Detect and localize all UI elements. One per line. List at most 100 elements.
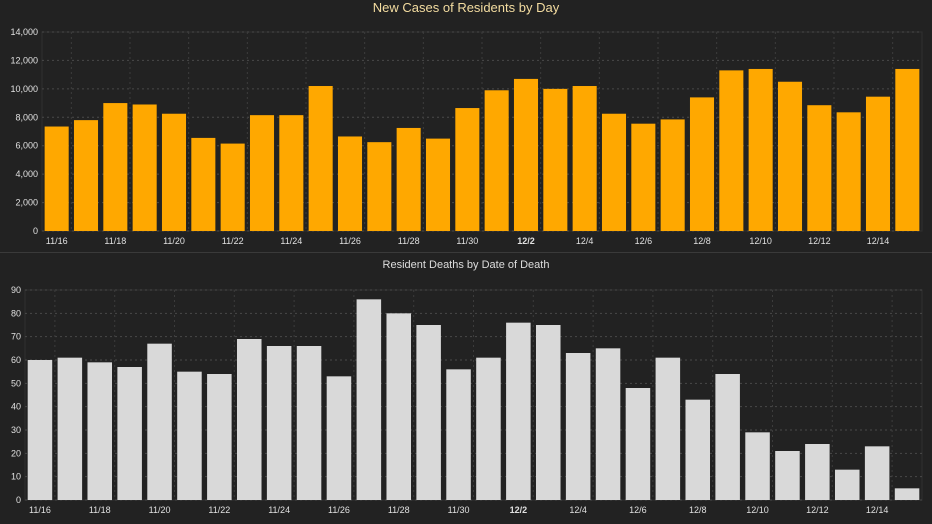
y-tick-label: 8,000 (15, 112, 38, 122)
cases-bar-chart: 0 2,000 4,000 6,000 8,000 10,000 12,000 14,000 1… (10, 27, 923, 246)
x-tick-label: 11/24 (280, 236, 302, 246)
bar-11-18[interactable] (103, 103, 128, 231)
bar-12-7[interactable] (660, 119, 685, 231)
bar-11-22[interactable] (220, 143, 245, 231)
bar-11-18[interactable] (87, 362, 113, 500)
bar-12-15[interactable] (894, 488, 920, 500)
bar-12-3[interactable] (535, 325, 561, 500)
cases-chart-title: New Cases of Residents by Day (372, 0, 560, 15)
x-tick-label: 11/28 (388, 505, 410, 515)
x-tick-label: 11/18 (104, 236, 126, 246)
x-tick-label: 12/8 (693, 236, 711, 246)
x-tick-label: 12/10 (749, 236, 772, 246)
bar-12-6[interactable] (625, 388, 651, 500)
bar-11-26[interactable] (337, 136, 363, 231)
bar-12-11[interactable] (775, 451, 800, 500)
bar-11-22[interactable] (207, 374, 232, 500)
bar-11-30[interactable] (455, 108, 480, 231)
bar-12-11[interactable] (777, 81, 803, 231)
bar-11-20[interactable] (161, 113, 187, 231)
bar-11-17[interactable] (57, 357, 83, 500)
x-tick-label: 12/8 (689, 505, 707, 515)
bar-12-13[interactable] (836, 112, 861, 231)
bar-12-3[interactable] (543, 88, 568, 231)
x-tick-label: 11/16 (46, 236, 68, 246)
bar-11-28[interactable] (386, 313, 412, 500)
bar-12-9[interactable] (719, 70, 744, 231)
bar-12-10[interactable] (745, 432, 770, 500)
y-tick-label: 10 (11, 472, 21, 482)
x-tick-label: 12/4 (569, 505, 587, 515)
bar-11-30[interactable] (446, 369, 471, 500)
x-tick-label: 11/22 (208, 505, 230, 515)
x-tick-label: 12/12 (806, 505, 829, 515)
bar-11-20[interactable] (147, 343, 172, 500)
y-tick-label: 0 (33, 226, 38, 236)
bar-12-6[interactable] (631, 123, 656, 231)
bar-12-2[interactable] (513, 78, 539, 232)
bar-11-29[interactable] (425, 138, 451, 231)
y-tick-label: 12,000 (10, 55, 38, 65)
bar-11-25[interactable] (308, 86, 333, 231)
bar-11-27[interactable] (367, 142, 392, 231)
bar-12-13[interactable] (834, 469, 860, 500)
y-tick-label: 14,000 (10, 27, 38, 37)
x-tick-label: 11/16 (29, 505, 51, 515)
bar-12-5[interactable] (601, 113, 627, 231)
y-tick-label: 80 (11, 308, 21, 318)
y-tick-label: 60 (11, 355, 21, 365)
y-tick-label: 10,000 (10, 84, 38, 94)
bar-12-1[interactable] (484, 90, 509, 232)
bar-12-14[interactable] (865, 96, 891, 231)
bar-12-2[interactable] (506, 322, 531, 500)
bar-12-12[interactable] (805, 444, 830, 500)
bar-11-21[interactable] (191, 137, 216, 231)
x-tick-label: 11/24 (268, 505, 290, 515)
bar-12-7[interactable] (655, 357, 681, 500)
bar-12-5[interactable] (595, 348, 621, 500)
bar-12-8[interactable] (689, 97, 715, 231)
bar-11-25[interactable] (296, 346, 322, 500)
bar-11-19[interactable] (132, 104, 157, 231)
x-tick-label: 12/14 (866, 505, 889, 515)
chart-divider (0, 252, 932, 253)
bar-12-4[interactable] (565, 353, 591, 500)
bar-11-23[interactable] (236, 339, 262, 500)
bar-11-23[interactable] (249, 115, 275, 231)
bar-11-24[interactable] (266, 346, 292, 500)
bar-11-19[interactable] (117, 367, 142, 500)
bar-12-9[interactable] (715, 374, 740, 500)
y-tick-label: 40 (11, 402, 21, 412)
y-tick-label: 50 (11, 378, 21, 388)
x-tick-label: 12/10 (746, 505, 769, 515)
bar-11-28[interactable] (396, 127, 421, 231)
x-tick-label: 11/28 (398, 236, 420, 246)
y-tick-label: 0 (16, 495, 21, 505)
bar-12-14[interactable] (864, 446, 890, 500)
x-tick-label: 11/26 (328, 505, 350, 515)
x-tick-label: 12/4 (576, 236, 594, 246)
bar-11-16[interactable] (27, 360, 53, 500)
deaths-chart-title: Resident Deaths by Date of Death (382, 259, 550, 271)
bar-12-8[interactable] (685, 399, 711, 500)
bar-11-24[interactable] (279, 115, 304, 231)
x-tick-label: 12/2 (510, 505, 528, 515)
deaths-chart-panel: Resident Deaths by Date of Death 0 10 20 30… (0, 253, 932, 524)
bar-11-17[interactable] (73, 120, 99, 231)
x-tick-label: 11/30 (456, 236, 478, 246)
bar-12-10[interactable] (748, 68, 773, 231)
x-tick-label: 11/22 (222, 236, 244, 246)
bar-12-4[interactable] (572, 86, 597, 231)
bar-11-29[interactable] (416, 325, 441, 500)
bar-12-12[interactable] (807, 105, 832, 231)
bar-11-27[interactable] (356, 299, 382, 500)
x-tick-label: 12/14 (867, 236, 890, 246)
bar-11-26[interactable] (326, 376, 352, 500)
bar-11-16[interactable] (44, 126, 69, 231)
deaths-bar-chart: 0 10 20 30 40 50 60 70 80 90 11/16 11/18 11/20 11/22 1… (11, 285, 923, 515)
bar-11-21[interactable] (177, 371, 202, 500)
bar-12-1[interactable] (476, 357, 501, 500)
bar-12-15[interactable] (895, 68, 920, 231)
y-tick-label: 70 (11, 332, 21, 342)
y-tick-label: 30 (11, 425, 21, 435)
